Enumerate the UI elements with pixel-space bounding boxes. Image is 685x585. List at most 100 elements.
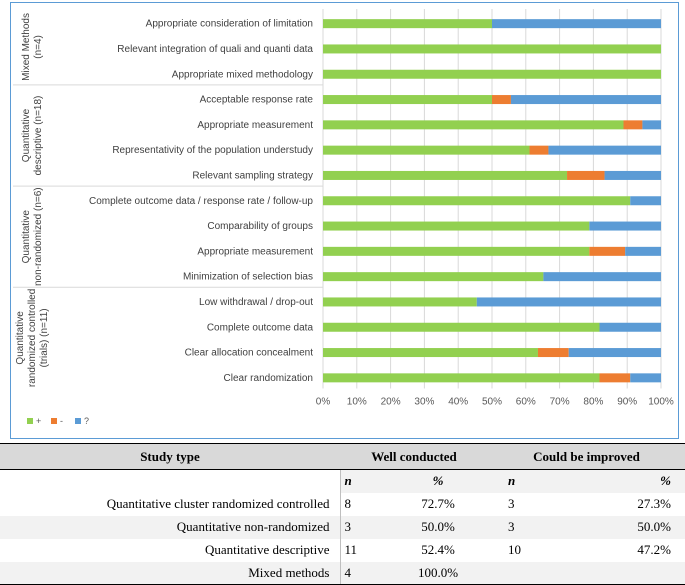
category-label: Appropriate consideration of limitation (146, 19, 313, 30)
bar-segment-unknown (568, 348, 661, 358)
category-label: Appropriate measurement (197, 246, 313, 257)
x-tick-label: 40% (448, 397, 468, 408)
table-row: Quantitative non-randomized 3 50.0% 3 50… (0, 515, 685, 539)
category-label: Complete outcome data / response rate / … (89, 196, 313, 207)
bar-segment-unknown (510, 95, 661, 105)
legend-swatch (75, 418, 81, 424)
category-label: Clear randomization (224, 373, 314, 384)
bar-segment-minus (589, 246, 626, 256)
category-label: Complete outcome data (207, 322, 314, 333)
subheader-n-well: n (339, 469, 388, 493)
x-tick-label: 0% (316, 397, 331, 408)
bar-segment-plus (323, 348, 538, 358)
bar-segment-unknown (630, 373, 661, 383)
category-label: Relevant integration of quali and quanti… (117, 44, 313, 55)
bar-segment-plus (323, 44, 661, 54)
bar-segment-plus (323, 145, 530, 155)
header-could-be-improved: Could be improved (488, 443, 685, 470)
header-study-type: Study type (0, 443, 340, 470)
category-label: Low withdrawal / drop-out (199, 297, 313, 308)
header-well-conducted: Well conducted (340, 443, 488, 470)
bar-segment-plus (323, 95, 492, 105)
row-n-well: 4 (339, 561, 388, 585)
row-study-type: Mixed methods (0, 561, 340, 585)
category-label: Minimization of selection bias (183, 272, 313, 283)
x-tick-label: 100% (648, 397, 674, 408)
bar-segment-unknown (625, 246, 661, 256)
category-label: Clear allocation concealment (185, 348, 314, 359)
bar-segment-minus (492, 95, 511, 105)
bar-segment-plus (323, 297, 477, 307)
bar-segment-plus (323, 246, 590, 256)
table-row: Quantitative cluster randomized controll… (0, 492, 685, 516)
bar-segment-minus (623, 120, 643, 130)
subheader-n-improve: n (488, 469, 568, 493)
row-study-type: Quantitative non-randomized (0, 515, 340, 539)
legend-label: - (60, 416, 63, 426)
x-tick-label: 70% (550, 397, 570, 408)
bar-segment-plus (323, 221, 590, 231)
bar-segment-unknown (492, 19, 661, 29)
row-n-improve: 3 (508, 496, 515, 511)
bar-segment-minus (537, 348, 569, 358)
stacked-bar-chart: 0% 10% 20% 30% 40% 50% 60% 70% 80% 90% 100% Mixed M… (13, 9, 674, 426)
legend-label: ? (84, 416, 89, 426)
bar-segment-plus (323, 69, 661, 79)
bar-segment-unknown (543, 272, 661, 282)
legend-label: + (36, 416, 41, 426)
bar-segment-unknown (630, 196, 661, 206)
row-n-improve: 10 (508, 542, 521, 557)
group-label: Quantitativenon-randomized (n=6) (21, 187, 44, 286)
row-n-improve: 3 (488, 515, 568, 539)
bar-segment-unknown (604, 170, 661, 180)
bar-segment-minus (567, 170, 605, 180)
x-tick-label: 20% (381, 397, 401, 408)
table-subheader-row: n % n % (0, 469, 685, 493)
row-n-well: 8 (339, 492, 388, 516)
table-row: Quantitative descriptive 11 52.4% 10 47.… (0, 538, 685, 562)
row-n-well: 3 (339, 515, 388, 539)
x-tick-label: 90% (617, 397, 637, 408)
x-tick-label: 60% (516, 397, 536, 408)
bar-segment-unknown (642, 120, 661, 130)
bar-segment-plus (323, 120, 624, 130)
bar-segment-minus (529, 145, 549, 155)
row-study-type: Quantitative descriptive (204, 542, 330, 557)
legend-swatch (51, 418, 57, 424)
table-header-row: Study type Well conducted Could be impro… (0, 443, 685, 470)
bar-segment-plus (323, 19, 492, 29)
bar-segment-plus (323, 272, 544, 282)
summary-table: Study type Well conducted Could be impro… (0, 443, 685, 585)
bar-segment-plus (323, 170, 568, 180)
row-pct-improve: 47.2% (637, 542, 671, 557)
bar-segment-plus (323, 196, 631, 206)
row-pct-improve (568, 561, 685, 585)
row-n-improve (488, 561, 568, 585)
category-label: Relevant sampling strategy (192, 170, 313, 181)
bar-segment-plus (323, 322, 600, 332)
row-n-well: 11 (339, 538, 388, 562)
x-tick-label: 10% (347, 397, 367, 408)
row-study-type: Quantitative cluster randomized controll… (106, 496, 330, 511)
row-pct-improve: 50.0% (568, 515, 685, 539)
table-row: Mixed methods 4 100.0% (0, 561, 685, 585)
category-label: Appropriate mixed methodology (172, 69, 313, 80)
x-tick-label: 30% (414, 397, 434, 408)
row-pct-well: 52.4% (421, 542, 455, 557)
legend-swatch (27, 418, 33, 424)
category-label: Appropriate measurement (197, 120, 313, 131)
subheader-pct-well: % (388, 469, 488, 493)
row-pct-well: 72.7% (421, 496, 455, 511)
bar-segment-unknown (548, 145, 661, 155)
x-tick-label: 80% (583, 397, 603, 408)
x-tick-label: 50% (482, 397, 502, 408)
row-pct-improve: 27.3% (637, 496, 671, 511)
bar-segment-plus (323, 373, 600, 383)
group-label: Quantitativedescriptive (n=18) (21, 96, 44, 176)
bar-segment-minus (599, 373, 631, 383)
category-label: Representativity of the population under… (112, 145, 313, 156)
row-pct-well: 50.0% (388, 515, 488, 539)
category-label: Acceptable response rate (200, 95, 314, 106)
bar-segment-unknown (599, 322, 661, 332)
bar-segment-unknown (589, 221, 661, 231)
